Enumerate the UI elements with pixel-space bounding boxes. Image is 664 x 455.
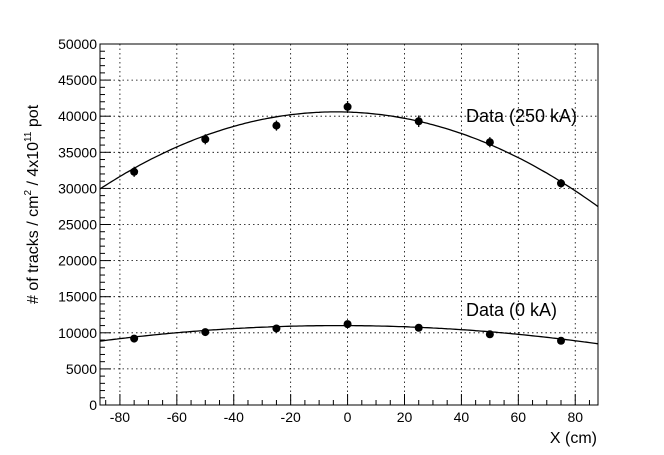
data-point (201, 135, 210, 144)
x-tick-label: -80 (110, 409, 130, 425)
x-tick-label: -40 (224, 409, 244, 425)
data-point (272, 121, 281, 130)
y-tick-label: 0 (89, 397, 97, 413)
data-point (414, 323, 423, 332)
y-axis-label: # of tracks / cm2 / 4x1011 pot (23, 104, 42, 304)
y-tick-label: 5000 (66, 361, 97, 377)
x-tick-label: -60 (167, 409, 187, 425)
grid (100, 44, 598, 405)
y-tick-label: 15000 (58, 289, 97, 305)
y-axis-label-main: # of tracks / cm (25, 196, 42, 304)
fit-curve-data-0-ka (99, 324, 599, 345)
x-tick-label: -20 (281, 409, 301, 425)
data-point (201, 328, 210, 337)
tick-labels: -80 -60 -40 -20 0 20 40 60 80 0 5000 10000 15000 2000… (58, 36, 583, 425)
y-tick-label: 30000 (58, 180, 97, 196)
axes-ticks (100, 43, 590, 406)
series-label-data-250-ka: Data (250 kA) (466, 106, 577, 126)
y-axis-label-sup2: 11 (23, 131, 34, 142)
y-tick-label: 35000 (58, 144, 97, 160)
y-tick-label: 45000 (58, 72, 97, 88)
data-point (272, 324, 281, 333)
data-point (485, 138, 494, 147)
data-point (343, 320, 352, 329)
y-tick-label: 10000 (58, 325, 97, 341)
x-tick-label: 40 (454, 409, 470, 425)
data-point (343, 102, 352, 111)
y-tick-label: 20000 (58, 253, 97, 269)
data-point (130, 334, 139, 343)
fit-curve-data-250-ka (99, 111, 599, 208)
y-axis-label-mid: / 4x10 (25, 142, 42, 190)
x-tick-label: 0 (344, 409, 352, 425)
series-labels: Data (250 kA) Data (0 kA) (466, 106, 577, 320)
data-point (130, 167, 139, 176)
y-tick-label: 50000 (58, 36, 97, 52)
y-axis-label-end: pot (25, 104, 42, 131)
data-point (485, 330, 494, 339)
x-tick-label: 80 (567, 409, 583, 425)
x-axis-label: X (cm) (550, 430, 597, 447)
data-points (130, 101, 566, 345)
x-tick-label: 20 (397, 409, 413, 425)
y-tick-label: 40000 (58, 108, 97, 124)
y-tick-label: 25000 (58, 217, 97, 233)
y-axis-label-sup1: 2 (23, 190, 34, 196)
x-tick-label: 60 (511, 409, 527, 425)
data-point (557, 179, 566, 188)
data-point (414, 117, 423, 126)
series-label-data-0-ka: Data (0 kA) (466, 300, 557, 320)
data-point (557, 336, 566, 345)
